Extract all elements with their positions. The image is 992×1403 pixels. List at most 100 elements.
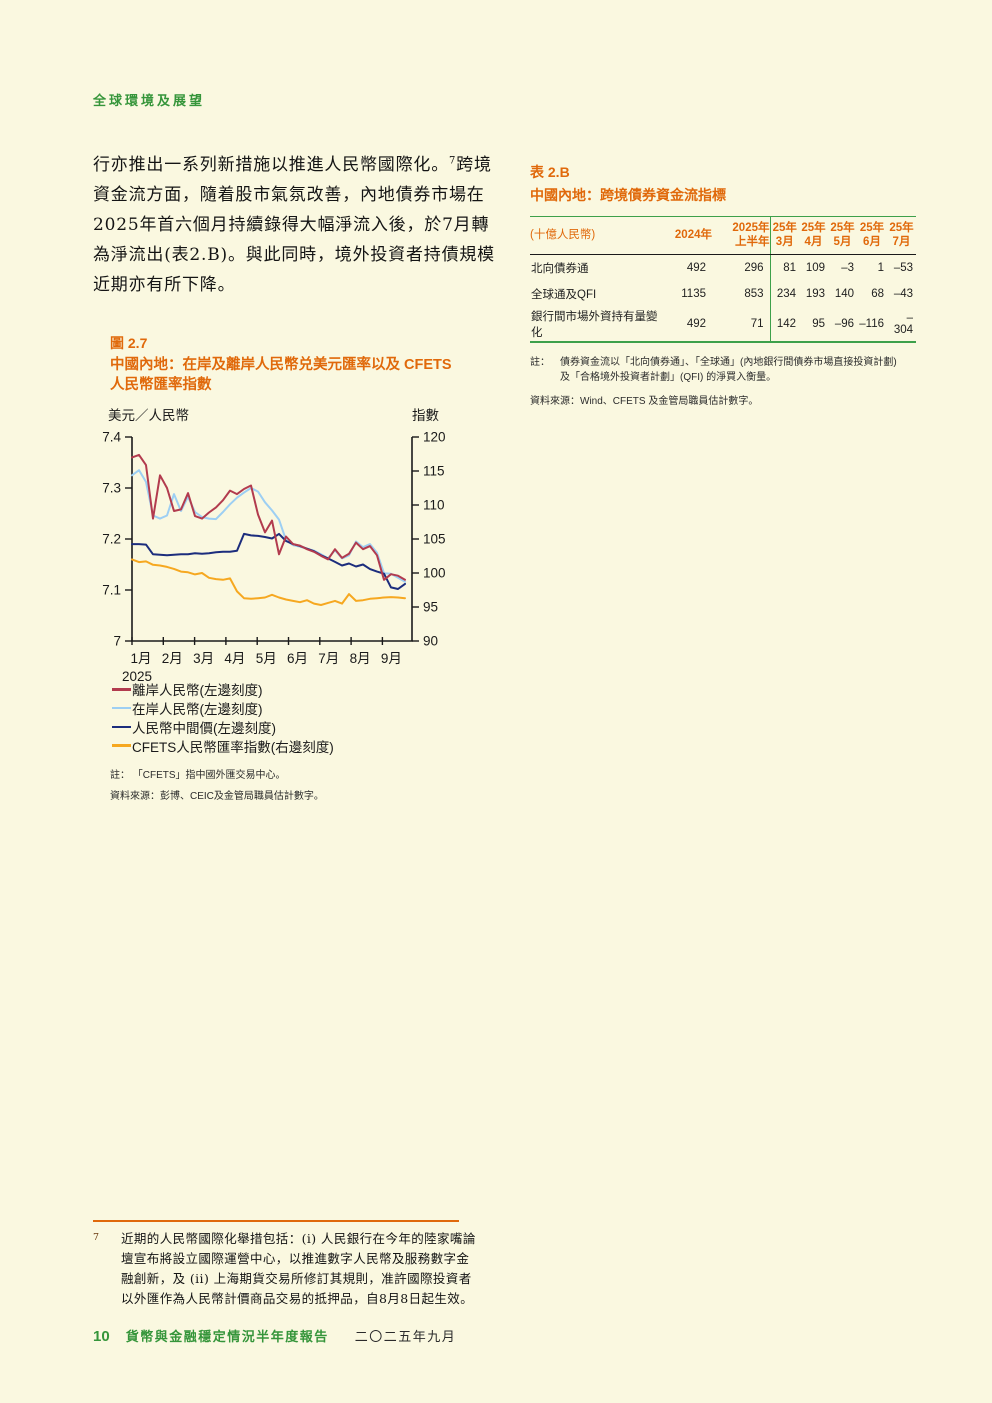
column-header-line: 25年 xyxy=(801,222,826,234)
legend-item: 人民幣中間價(左邊刻度) xyxy=(112,718,334,737)
svg-text:105: 105 xyxy=(423,532,446,547)
column-header-apr: 25年 4月 xyxy=(799,216,828,255)
table-row: 全球通及QFI 1135 853 234 193 140 68 –43 xyxy=(530,281,916,307)
table-source: 資料來源：Wind、CFETS 及金管局職員估計數字。 xyxy=(530,396,759,407)
legend-line-cfets-index xyxy=(112,744,131,748)
page-footer: 10 貨幣與金融穩定情況半年度報告 二〇二五年九月 xyxy=(93,1326,456,1345)
legend-label: 在岸人民幣(左邊刻度) xyxy=(132,702,263,718)
svg-text:7月: 7月 xyxy=(318,651,339,666)
column-header-line: 3月 xyxy=(775,236,794,248)
paragraph-line: 2025年首六個月持續錄得大幅淨流入後，於7月轉 xyxy=(93,215,490,235)
svg-text:100: 100 xyxy=(423,566,446,581)
svg-text:90: 90 xyxy=(423,634,438,649)
svg-text:1月: 1月 xyxy=(130,651,151,666)
footnote-divider xyxy=(93,1220,459,1222)
legend-line-central-parity xyxy=(112,725,131,729)
svg-text:3月: 3月 xyxy=(193,651,214,666)
cell: 193 xyxy=(805,288,825,300)
report-title: 貨幣與金融穩定情況半年度報告 xyxy=(125,1329,329,1344)
figure-number: 圖 2.7 xyxy=(110,335,148,351)
svg-text:5月: 5月 xyxy=(256,651,277,666)
column-header-line: 上半年 xyxy=(735,236,770,248)
cell: –304 xyxy=(893,312,913,336)
report-date: 二〇二五年九月 xyxy=(354,1329,457,1344)
paragraph-line: 為淨流出(表2.B)。與此同時，境外投資者持債規模 xyxy=(93,245,495,265)
cell: –116 xyxy=(859,318,884,330)
right-axis-title: 指數 xyxy=(412,408,439,423)
chart-source: 資料來源：彭博、CEIC及金管局職員估計數字。 xyxy=(110,791,324,802)
cell: 95 xyxy=(812,318,825,330)
legend-item: 離岸人民幣(左邊刻度) xyxy=(112,680,334,699)
footnote-ref: 7 xyxy=(449,155,457,167)
cell: –53 xyxy=(893,262,913,274)
table-header-row: (十億人民幣) 2024年 2025年 上半年 25年 3月 25年 4月 25年 5月… xyxy=(530,216,916,255)
svg-text:2月: 2月 xyxy=(162,651,183,666)
svg-text:7.1: 7.1 xyxy=(102,583,121,598)
svg-text:95: 95 xyxy=(423,600,438,615)
figure-heading: 圖 2.7 中國內地：在岸及離岸人民幣兑美元匯率以及 CFETS 人民幣匯率指數 xyxy=(110,333,478,395)
cell: 142 xyxy=(769,307,799,342)
svg-text:2025: 2025 xyxy=(122,669,152,684)
cell: 492 xyxy=(686,318,706,330)
table-row: 銀行間市場外資持有量變化 492 71 142 95 –96 –116 –304 xyxy=(530,307,916,342)
paragraph-line: 資金流方面，隨着股市氣氛改善，內地債券市場在 xyxy=(93,185,485,205)
column-header-line: 2025年 xyxy=(732,222,770,234)
column-header-may: 25年 5月 xyxy=(828,216,857,255)
column-header-line: 25年 xyxy=(830,222,855,234)
column-header-line: 6月 xyxy=(863,236,881,248)
svg-text:7: 7 xyxy=(113,634,121,649)
paragraph-line: 行亦推出一系列新措施以推進人民幣國際化。7跨境 xyxy=(93,150,491,180)
table-title: 中國內地：跨境債券資金流指標 xyxy=(530,187,726,203)
legend-label: 離岸人民幣(左邊刻度) xyxy=(132,683,263,699)
svg-text:7.2: 7.2 xyxy=(102,532,121,547)
paragraph-line: 近期亦有所下降。 xyxy=(93,275,236,295)
row-label: 銀行間市場外資持有量變化 xyxy=(531,311,658,339)
chart-legend: 離岸人民幣(左邊刻度) 在岸人民幣(左邊刻度) 人民幣中間價(左邊刻度) CFE… xyxy=(112,680,334,755)
cell: 853 xyxy=(744,288,764,300)
column-header-line: 25年 xyxy=(859,222,885,234)
table-note: 註： 債券資金流以「北向債券通」、「全球通」(內地銀行間債券市場直接投資計劃) … xyxy=(530,356,898,385)
legend-label: CFETS人民幣匯率指數(右邊刻度) xyxy=(132,739,334,755)
column-header-line: 25年 xyxy=(889,222,914,234)
column-header-mar: 25年 3月 xyxy=(769,216,799,255)
footnote: 7 近期的人民幣國際化舉措包括：(i) 人民銀行在今年的陸家嘴論 壇宣布將設立國… xyxy=(93,1229,479,1309)
bond-flows-table: (十億人民幣) 2024年 2025年 上半年 25年 3月 25年 4月 25年 5月… xyxy=(530,216,916,343)
footnote-marker: 7 xyxy=(93,1232,100,1243)
svg-text:4月: 4月 xyxy=(224,651,245,666)
section-header: 全球環境及展望 xyxy=(93,93,206,108)
legend-line-offshore-rmb xyxy=(112,688,131,691)
table-number: 表 2.B xyxy=(530,164,570,180)
svg-text:120: 120 xyxy=(423,430,446,445)
chart-note: 註： 「CFETS」指中國外匯交易中心。 xyxy=(110,770,286,781)
exchange-rate-line-chart: 7.4 7.3 7.2 7.1 7 120 115 110 105 100 95 90 1月 2月 3月 4月… xyxy=(102,430,446,685)
svg-text:110: 110 xyxy=(423,498,445,513)
note-text: 債券資金流以「北向債券通」、「全球通」(內地銀行間債券市場直接投資計劃) 及「合… xyxy=(560,357,897,383)
note-label: 註： xyxy=(530,357,550,368)
cell: 1 xyxy=(877,262,884,274)
column-header-line: 4月 xyxy=(804,236,823,248)
column-header-jul: 25年 7月 xyxy=(887,216,916,255)
svg-text:7.4: 7.4 xyxy=(102,430,121,445)
cell: 1135 xyxy=(681,288,706,300)
cell: 81 xyxy=(769,254,799,281)
cell: 492 xyxy=(686,262,706,274)
svg-text:7.3: 7.3 xyxy=(102,481,121,496)
column-header-2025h1: 2025年上半年 xyxy=(712,216,770,255)
paragraph-text: 跨境 xyxy=(456,155,492,175)
cell: 296 xyxy=(744,262,764,274)
row-label: 北向債券通 xyxy=(531,263,589,275)
column-header-line: 7月 xyxy=(892,236,911,248)
cell: 68 xyxy=(871,288,884,300)
column-header-2024: 2024年 xyxy=(660,216,712,255)
svg-text:115: 115 xyxy=(423,464,445,479)
cell: 71 xyxy=(750,318,764,330)
cell: 140 xyxy=(834,288,854,300)
footnote-text: 近期的人民幣國際化舉措包括：(i) 人民銀行在今年的陸家嘴論 壇宣布將設立國際運… xyxy=(121,1231,476,1306)
svg-text:9月: 9月 xyxy=(381,651,402,666)
page-number: 10 xyxy=(93,1328,110,1345)
paragraph-text: 行亦推出一系列新措施以推進人民幣國際化。 xyxy=(93,155,449,175)
column-header-line: 25年 xyxy=(772,222,797,234)
body-paragraph: 行亦推出一系列新措施以推進人民幣國際化。7跨境 資金流方面，隨着股市氣氛改善，內… xyxy=(93,150,495,300)
svg-text:8月: 8月 xyxy=(350,651,371,666)
